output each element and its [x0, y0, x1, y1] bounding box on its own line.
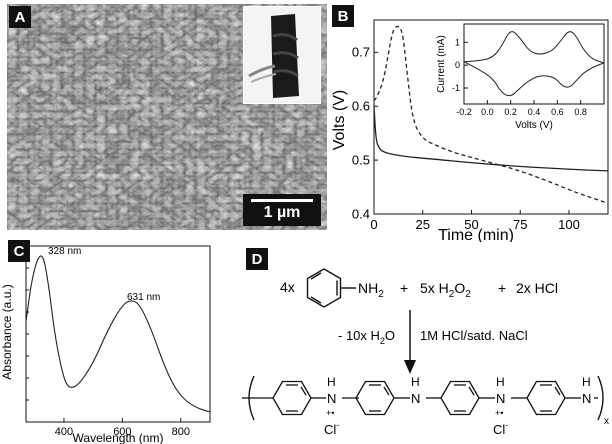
h-3: H — [496, 375, 505, 389]
b-ytick-label: 0.4 — [352, 206, 370, 221]
panel-d-label: D — [246, 248, 268, 270]
c-xtick-label: 400 — [55, 426, 73, 438]
c-peak2: 631 nm — [127, 292, 160, 303]
bracket-right — [597, 375, 604, 421]
c-xtick-label: 800 — [172, 426, 190, 438]
b-xtick-label: 0 — [370, 217, 377, 232]
chart-voltage-time: Volts (V) Time (min) 0 25 50 75 100 0.4 0.5 0.6… — [331, 19, 609, 242]
panel-b-label: B — [332, 5, 354, 27]
b-xtick-label: 75 — [513, 217, 527, 232]
aniline-ring — [306, 268, 356, 308]
b-inset-series-1 — [463, 61, 605, 97]
b-inset-xtick-label: -0.2 — [456, 107, 472, 117]
b-ylabel: Volts (V) — [331, 90, 348, 150]
electrode-photo-inset — [243, 6, 321, 104]
c-xtick-label: 600 — [113, 426, 131, 438]
scale-bar: 1 µm — [243, 194, 321, 226]
b-ytick-label: 0.5 — [352, 152, 370, 167]
reaction-arrowhead — [404, 360, 416, 374]
plus-1: + — [400, 280, 408, 296]
b-xtick-label: 50 — [464, 217, 478, 232]
c-series-0 — [25, 255, 211, 413]
b-inset-xtick-label: 0.2 — [504, 107, 517, 117]
reaction-conditions: 1M HCl/satd. NaCl — [420, 328, 528, 343]
scale-bar-line — [251, 199, 313, 202]
c-xlabel: Wavelength (nm) — [73, 431, 164, 444]
amine-group: NH2 — [358, 280, 384, 300]
panel-c-label: C — [8, 240, 30, 262]
b-inset-xtick-label: 0.0 — [481, 107, 494, 117]
b-inset-xtick-label: 0.4 — [528, 107, 541, 117]
chloride-2: Cl- — [493, 420, 508, 437]
h-1: H — [327, 375, 336, 389]
n-3: N — [496, 391, 505, 406]
c-peak1: 328 nm — [48, 246, 81, 257]
repeat-subscript: x — [604, 416, 609, 427]
n-1: N — [327, 391, 336, 406]
radical-1: +• — [326, 408, 334, 418]
panel-a: A 1 µm — [7, 4, 327, 230]
byproduct-water: - 10x H2O — [338, 328, 395, 346]
scale-bar-label: 1 µm — [263, 204, 301, 221]
panel-a-label: A — [9, 6, 31, 28]
benzene-ring — [272, 380, 312, 416]
b-inset-ytick-label: -1 — [452, 83, 460, 93]
coef-aniline: 4x — [280, 279, 295, 295]
h-4: H — [582, 375, 591, 389]
b-inset-ytick-label: 0 — [455, 60, 460, 70]
n-4: N — [582, 391, 591, 406]
h-2: H — [411, 375, 420, 389]
hydrogen-peroxide: 5x H2O2 — [420, 280, 471, 300]
c-ylabel: Absorbance (a.u.) — [0, 284, 14, 379]
n-2: N — [411, 391, 420, 406]
b-inset-ylabel: Current (mA) — [436, 35, 447, 93]
chart-absorbance: Absorbance (a.u.) Wavelength (nm) 328 nm… — [0, 245, 211, 444]
b-inset-xtick-label: 0.8 — [574, 107, 587, 117]
b-series-0 — [373, 106, 609, 172]
radical-2: +• — [495, 408, 503, 418]
b-ytick-label: 0.6 — [352, 99, 370, 114]
chloride-1: Cl- — [324, 420, 339, 437]
c-plot-frame — [25, 245, 211, 423]
b-inset-xtick-label: 0.6 — [551, 107, 564, 117]
b-xlabel: Time (min) — [438, 227, 514, 242]
benzene-ring — [355, 380, 395, 416]
plus-2: + — [498, 280, 506, 296]
hydrochloric-acid: 2x HCl — [516, 280, 558, 296]
b-inset-ytick-label: 1 — [455, 37, 460, 47]
reaction-scheme: 4x NH2 + 5x H2O2 + 2x HCl - 10x H2O 1M H… — [242, 268, 609, 437]
benzene-ring — [440, 380, 480, 416]
b-inset-series-0 — [463, 31, 605, 64]
polyaniline-product: N H +• Cl- N H N H +• Cl- N H x — [242, 375, 609, 437]
b-inset-xlabel: Volts (V) — [515, 120, 553, 131]
b-xtick-label: 25 — [416, 217, 430, 232]
b-xtick-label: 100 — [558, 217, 580, 232]
benzene-ring — [526, 380, 566, 416]
b-ytick-label: 0.7 — [352, 45, 370, 60]
